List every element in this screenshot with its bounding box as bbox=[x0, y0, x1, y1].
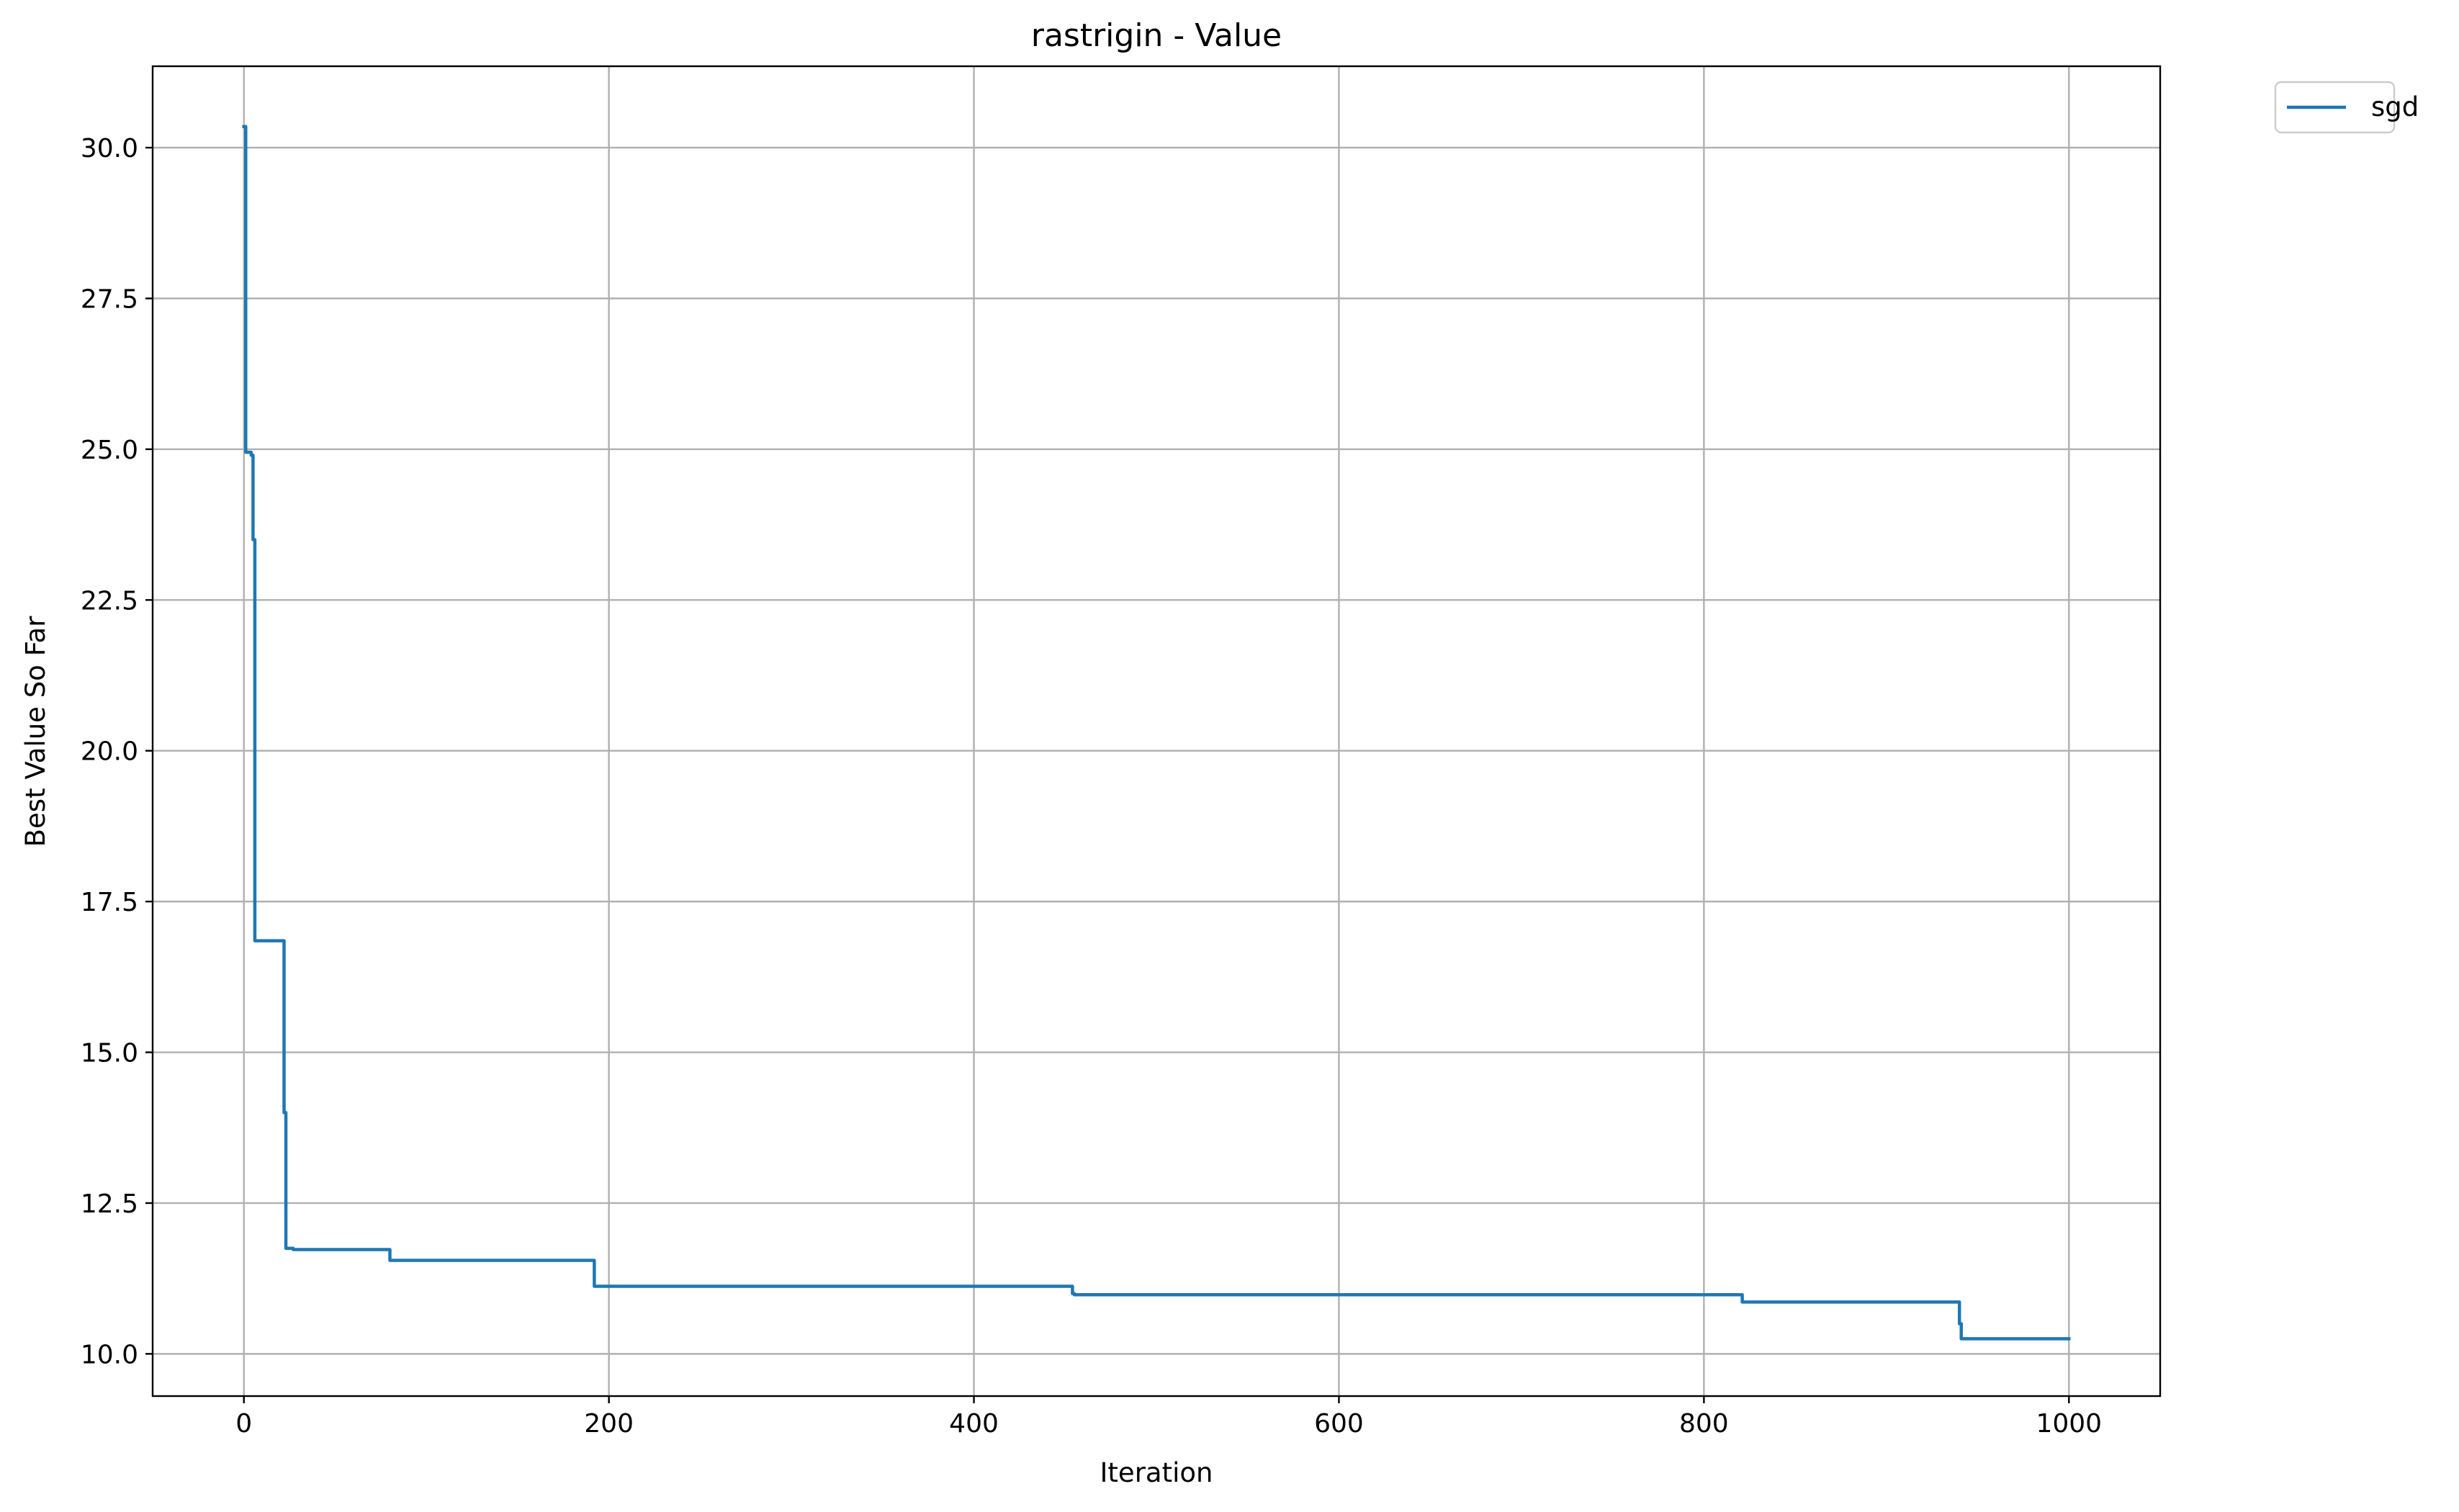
x-tick-label-0: 0 bbox=[235, 1409, 252, 1439]
legend: sgd bbox=[2274, 81, 2419, 134]
x-tick-label-4: 800 bbox=[1679, 1409, 1729, 1439]
y-tick-label-8: 30.0 bbox=[81, 134, 138, 163]
y-tick-label-1: 12.5 bbox=[81, 1189, 138, 1219]
y-tick-label-5: 22.5 bbox=[81, 586, 138, 616]
series-layer bbox=[242, 125, 2071, 1341]
y-tick-label-2: 15.0 bbox=[81, 1039, 138, 1068]
x-tick-label-3: 600 bbox=[1314, 1409, 1364, 1439]
y-tick-label-0: 10.0 bbox=[81, 1340, 138, 1369]
x-tick-label-1: 200 bbox=[584, 1409, 634, 1439]
axis-ticks: 0 200 400 600 800 1000 10.0 12.5 15.0 17.5 20.0 22.… bbox=[81, 134, 2102, 1439]
chart-title: rastrigin - Value bbox=[1031, 17, 1282, 54]
y-tick-label-4: 20.0 bbox=[81, 737, 138, 767]
y-tick-label-7: 27.5 bbox=[81, 284, 138, 314]
x-tick-label-5: 1000 bbox=[2036, 1409, 2102, 1439]
x-tick-label-2: 400 bbox=[949, 1409, 999, 1439]
series-line-sgd bbox=[242, 125, 2071, 1341]
x-axis-label: Iteration bbox=[1100, 1457, 1213, 1488]
grid bbox=[153, 66, 2160, 1396]
y-tick-label-6: 25.0 bbox=[81, 436, 138, 465]
y-axis-label: Best Value So Far bbox=[20, 616, 51, 847]
legend-label-sgd: sgd bbox=[2371, 91, 2419, 122]
plot-area-frame bbox=[151, 65, 2162, 1398]
y-tick-label-3: 17.5 bbox=[81, 888, 138, 917]
